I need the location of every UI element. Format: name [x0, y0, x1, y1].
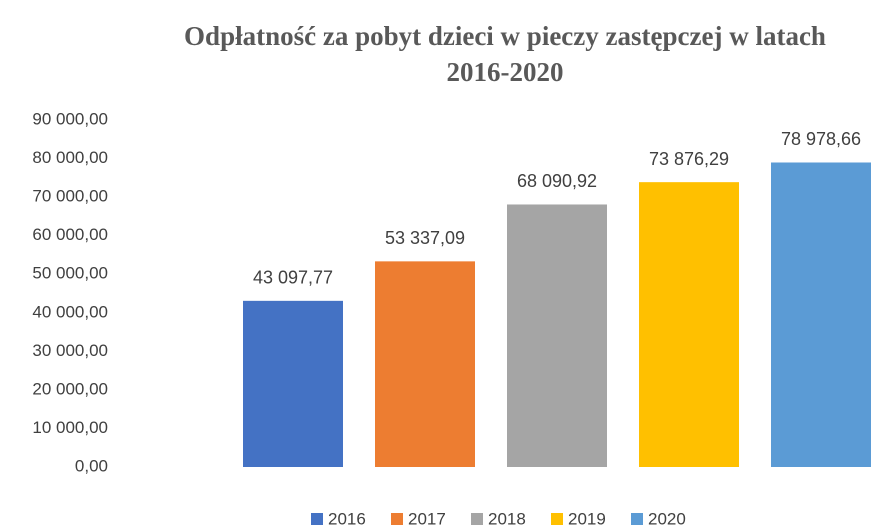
y-tick-label: 0,00	[75, 456, 108, 475]
legend-swatch	[391, 513, 403, 525]
bar	[243, 300, 343, 467]
value-label: 68 090,92	[517, 171, 597, 191]
legend-label: 2020	[648, 509, 686, 528]
y-tick-label: 10 000,00	[32, 418, 108, 437]
legend-swatch	[551, 513, 563, 525]
y-tick-label: 40 000,00	[32, 302, 108, 321]
y-tick-label: 70 000,00	[32, 187, 108, 206]
legend-label: 2018	[488, 509, 526, 528]
bar	[507, 204, 607, 467]
bar	[639, 182, 739, 467]
y-tick-label: 50 000,00	[32, 264, 108, 283]
y-tick-label: 60 000,00	[32, 225, 108, 244]
bar	[375, 261, 475, 467]
legend-label: 2016	[328, 509, 366, 528]
chart-title: Odpłatność za pobyt dzieci w pieczy zast…	[184, 21, 826, 87]
value-label: 78 978,66	[781, 129, 861, 149]
legend-swatch	[311, 513, 323, 525]
value-label: 43 097,77	[253, 268, 333, 288]
y-tick-label: 20 000,00	[32, 379, 108, 398]
y-tick-label: 90 000,00	[32, 109, 108, 128]
legend-swatch	[471, 513, 483, 525]
bar	[771, 162, 871, 467]
y-tick-label: 30 000,00	[32, 341, 108, 360]
value-label: 53 337,09	[385, 228, 465, 248]
value-label: 73 876,29	[649, 149, 729, 169]
y-tick-label: 80 000,00	[32, 148, 108, 167]
legend-label: 2019	[568, 509, 606, 528]
legend-swatch	[631, 513, 643, 525]
legend-label: 2017	[408, 509, 446, 528]
